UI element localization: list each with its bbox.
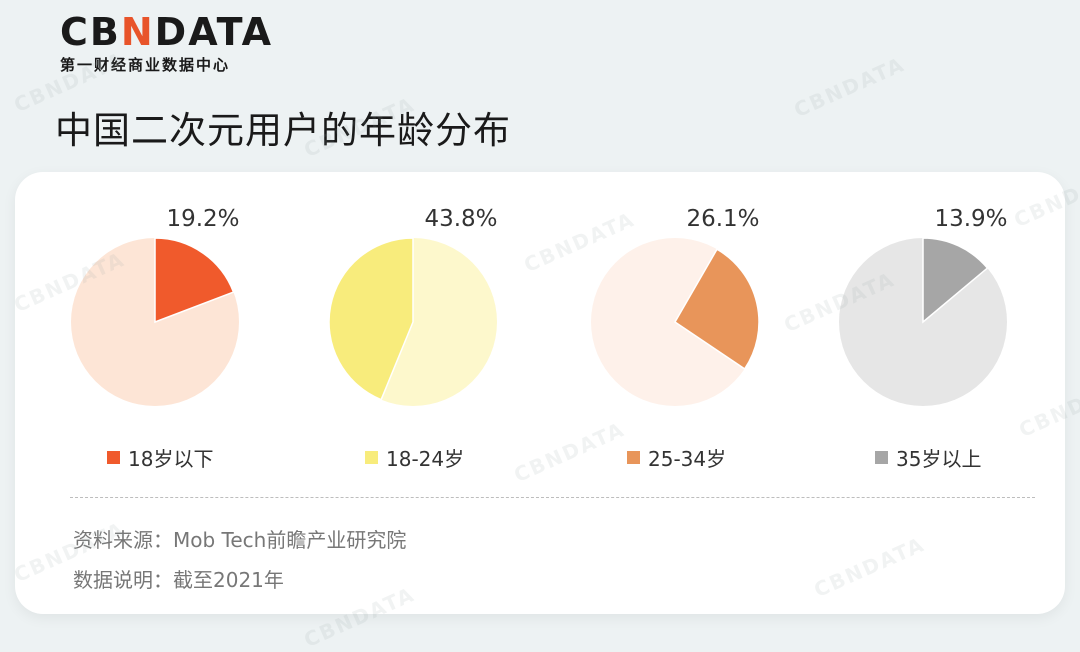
legend-swatch-1 <box>107 451 120 464</box>
pie-percent-label-3: 26.1% <box>686 206 760 232</box>
pie-charts <box>71 237 1007 406</box>
legend-item-2: 18-24岁 <box>365 443 464 472</box>
logo-accent: N <box>120 10 155 54</box>
pie-slice-4 <box>922 237 989 324</box>
logo-left: CB <box>60 10 121 54</box>
pie-slice-1 <box>154 237 235 324</box>
watermark-2: CBNDATA <box>790 51 909 123</box>
legend-item-1: 18岁以下 <box>107 443 213 472</box>
brand-logo: CBNDATA 第一财经商业数据中心 <box>60 12 273 75</box>
pie-slice-2 <box>328 237 414 401</box>
legend-item-3: 25-34岁 <box>627 443 726 472</box>
pie-percent-label-4: 13.9% <box>934 206 1008 232</box>
pie-percent-label-2: 43.8% <box>424 206 498 232</box>
logo-subtitle: 第一财经商业数据中心 <box>60 56 231 74</box>
logo-right: DATA <box>154 10 274 54</box>
legend-swatch-3 <box>627 451 640 464</box>
legend-swatch-4 <box>875 451 888 464</box>
legend-label-1: 18岁以下 <box>128 447 214 471</box>
data-description-note: 数据说明：截至2021年 <box>73 568 284 592</box>
legend-item-4: 35岁以上 <box>875 443 981 472</box>
chart-card: 19.2% 43.8% 26.1% 13.9% 18岁以下 18-24岁 25-34岁 35… <box>15 172 1065 614</box>
legend-swatch-2 <box>365 451 378 464</box>
legend-label-4: 35岁以上 <box>896 447 982 471</box>
legend-label-2: 18-24岁 <box>386 447 465 471</box>
legend-label-3: 25-34岁 <box>648 447 727 471</box>
page-title: 中国二次元用户的年龄分布 <box>55 109 511 152</box>
pie-slice-3 <box>674 248 760 370</box>
dashed-divider <box>70 497 1035 498</box>
logo-wordmark: CBNDATA <box>60 12 273 52</box>
source-note: 资料来源：Mob Tech前瞻产业研究院 <box>73 528 407 552</box>
pie-percent-label-1: 19.2% <box>166 206 240 232</box>
